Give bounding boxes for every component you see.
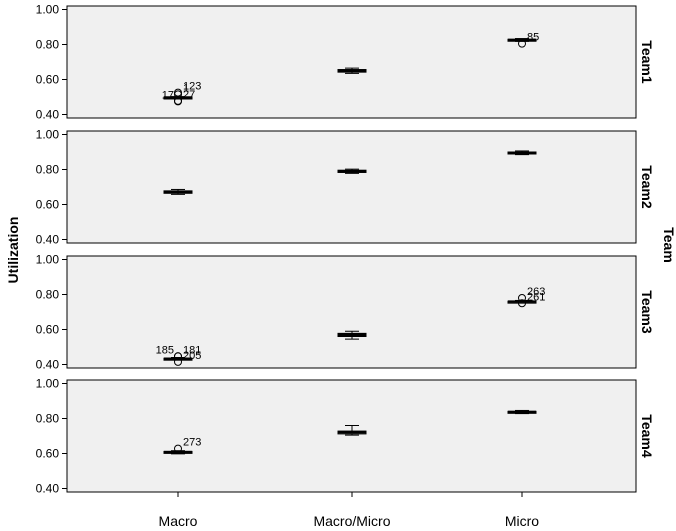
team1-strip-label: Team1 [639, 40, 655, 84]
team1-outlier-point [518, 39, 526, 48]
team3-outlier-point [174, 357, 182, 366]
x-category-label: Micro [505, 513, 539, 529]
team3-outlier-label: 185 [156, 344, 174, 356]
team4-ytick-label: 1.00 [36, 377, 60, 391]
team2-ytick-label: 0.60 [36, 198, 60, 212]
team3-outlier-point [518, 299, 526, 308]
team1-outlier-point [174, 96, 182, 105]
team1-ytick-label: 1.00 [36, 3, 60, 17]
team4-outlier-point [174, 444, 182, 453]
team2-panel [66, 130, 637, 244]
x-category-label: Macro/Micro [313, 513, 390, 529]
team1-outlier-label: 85 [527, 32, 539, 44]
team4-strip-label: Team4 [639, 414, 655, 458]
team4-ytick-label: 0.60 [36, 447, 60, 461]
team1-outlier-label: 27 [183, 89, 195, 101]
team1-outlier-label: 17 [162, 89, 174, 101]
team3-ytick-label: 0.80 [36, 288, 60, 302]
team4-ytick-label: 0.40 [36, 482, 60, 496]
team1-ytick-label: 0.80 [36, 38, 60, 52]
y-axis-title: Utilization [5, 217, 21, 284]
team3-panel [66, 255, 637, 369]
team1-ytick-label: 0.40 [36, 108, 60, 122]
team3-outlier-label: 261 [527, 291, 545, 303]
team3-outlier-label: 181 [183, 344, 201, 356]
team3-outlier-point [518, 294, 526, 302]
team2-ytick-label: 1.00 [36, 128, 60, 142]
team3-ytick-label: 0.40 [36, 358, 60, 372]
team2-strip-label: Team2 [639, 165, 655, 209]
team3-outlier-label: 205 [183, 350, 201, 362]
team3-ytick-label: 0.60 [36, 323, 60, 337]
team3-outlier-label: 263 [527, 286, 545, 298]
team1-outlier-label: 123 [183, 81, 201, 93]
team4-panel [66, 379, 637, 493]
facet-title: Team [661, 227, 676, 263]
team2-ytick-label: 0.80 [36, 163, 60, 177]
team3-ytick-label: 1.00 [36, 253, 60, 267]
team1-ytick-label: 0.60 [36, 73, 60, 87]
team1-panel [66, 5, 637, 119]
team2-ytick-label: 0.40 [36, 233, 60, 247]
team3-strip-label: Team3 [639, 290, 655, 334]
team4-ytick-label: 0.80 [36, 412, 60, 426]
team4-outlier-label: 273 [183, 437, 201, 449]
x-category-label: Macro [159, 513, 198, 529]
team1-outlier-label: 1 [183, 82, 189, 94]
team3-outlier-point [174, 352, 182, 361]
